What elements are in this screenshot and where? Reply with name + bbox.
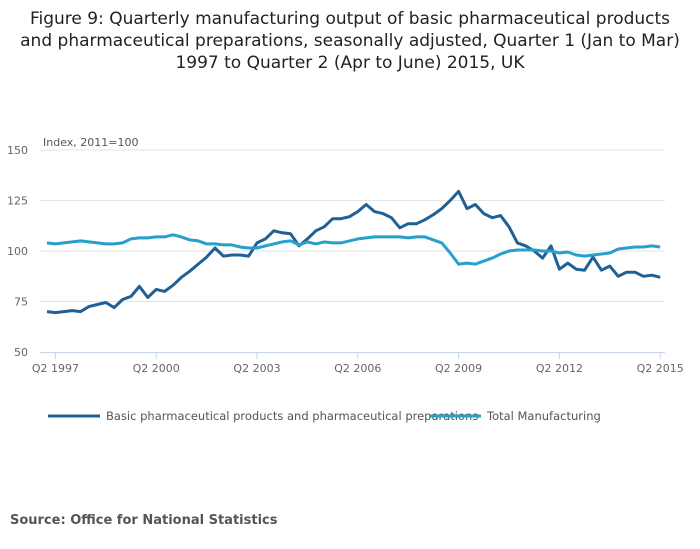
y-tick-label: 125 [7, 195, 28, 208]
x-tick-label: Q2 2003 [233, 362, 280, 375]
y-tick-label: 100 [7, 245, 28, 258]
x-tick-label: Q2 2006 [334, 362, 381, 375]
y-tick-label: 150 [7, 144, 28, 157]
x-tick-label: Q2 2009 [435, 362, 482, 375]
y-tick-label: 75 [14, 296, 28, 309]
chart-title: Figure 9: Quarterly manufacturing output… [20, 9, 680, 73]
series-line-pharmaceutical [46, 189, 661, 315]
legend-label: Basic pharmaceutical products and pharma… [106, 409, 478, 423]
x-tick-label: Q2 2012 [536, 362, 583, 375]
legend-label: Total Manufacturing [486, 409, 601, 423]
source-note: Source: Office for National Statistics [10, 513, 278, 528]
x-tick-label: Q2 1997 [32, 362, 79, 375]
y-tick-label: 50 [14, 346, 28, 359]
y-axis-label: Index, 2011=100 [43, 136, 138, 149]
x-tick-label: Q2 2015 [637, 362, 684, 375]
line-chart: Index, 2011=100 50 75 100 125 150 Q2 1997 Q2 20… [7, 136, 684, 423]
x-tick-label: Q2 2000 [133, 362, 180, 375]
series-line-total-manufacturing [46, 233, 661, 266]
